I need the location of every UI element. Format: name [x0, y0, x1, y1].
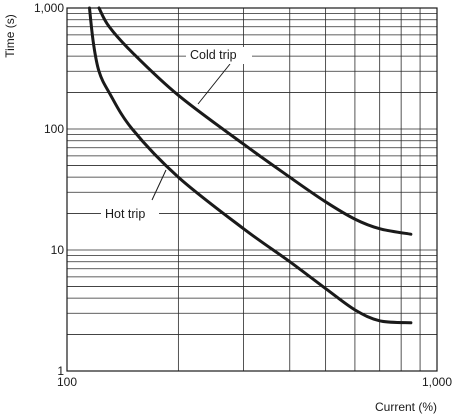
y-axis-label: Time (s)	[3, 14, 17, 58]
annotations: Cold trip Hot trip	[101, 47, 252, 223]
x-tick-label: 1,000	[422, 375, 452, 389]
y-tick-label: 1,000	[34, 1, 64, 15]
cold-trip-label: Cold trip	[190, 48, 237, 62]
x-axis-label: Current (%)	[375, 400, 437, 414]
cold-trip-label-bg	[186, 47, 252, 64]
cold-trip-curve	[97, 6, 413, 236]
hot-trip-curve	[88, 6, 413, 325]
x-tick-label: 100	[57, 375, 77, 389]
plot-frame	[66, 7, 438, 372]
hot-trip-label: Hot trip	[105, 207, 145, 221]
cold-trip-leader-line	[197, 63, 231, 105]
grid-lines	[67, 8, 437, 371]
hot-trip-leader-line	[151, 169, 167, 201]
y-tick-label: 10	[51, 243, 65, 257]
tick-labels: 1 10 100 1,000 100 1,000	[34, 1, 452, 389]
hot-trip-label-bg	[101, 206, 159, 223]
y-tick-label: 1	[57, 364, 64, 378]
y-tick-label: 100	[44, 122, 64, 136]
curves	[88, 6, 413, 325]
